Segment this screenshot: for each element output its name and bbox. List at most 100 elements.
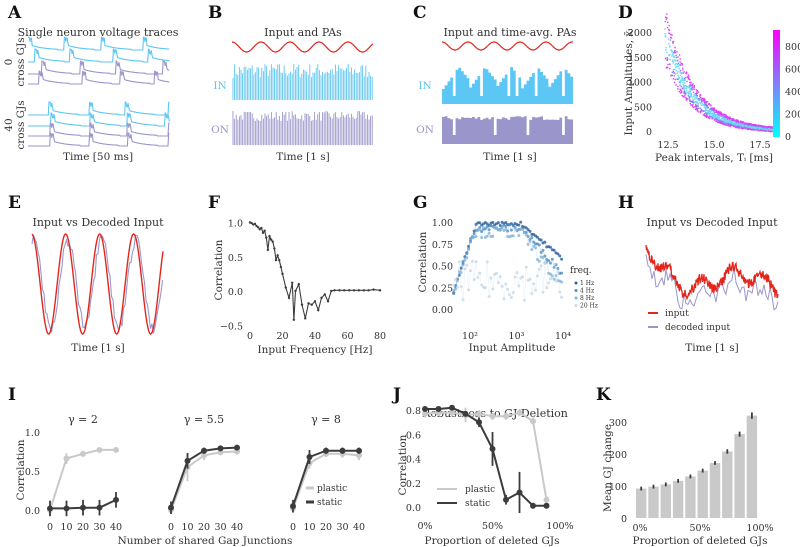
density-point xyxy=(762,126,764,129)
density-point xyxy=(711,107,714,109)
density-point xyxy=(667,63,669,66)
freq-series-point xyxy=(535,257,539,261)
j-xtick: 50% xyxy=(482,521,503,532)
density-point xyxy=(665,46,667,49)
density-point xyxy=(693,88,695,91)
density-point xyxy=(721,113,724,116)
density-point xyxy=(673,72,676,74)
density-point xyxy=(705,115,707,118)
density-point xyxy=(706,114,708,116)
density-point xyxy=(730,119,732,122)
density-point xyxy=(686,85,689,88)
density-point xyxy=(770,127,772,129)
density-point xyxy=(674,78,676,81)
k-ytick: 300 xyxy=(609,418,627,429)
density-point xyxy=(681,90,683,93)
density-point xyxy=(768,128,770,130)
density-point xyxy=(710,105,712,107)
density-point xyxy=(748,128,750,130)
freq-series-point xyxy=(515,271,519,275)
data-point xyxy=(96,504,103,511)
density-point xyxy=(672,70,675,72)
density-point xyxy=(763,126,766,129)
density-point xyxy=(769,129,771,132)
density-point xyxy=(680,72,682,74)
density-point xyxy=(705,114,707,117)
g-ytick: 0.50 xyxy=(432,262,453,273)
density-point xyxy=(677,56,679,58)
d-ytick: 0 xyxy=(646,127,652,138)
data-point xyxy=(317,308,320,312)
data-point xyxy=(310,303,313,306)
density-point xyxy=(741,123,743,126)
density-point xyxy=(739,124,742,126)
density-point xyxy=(695,89,698,91)
density-point xyxy=(688,85,690,87)
density-point xyxy=(769,128,772,131)
density-point xyxy=(750,126,752,128)
density-point xyxy=(715,120,718,122)
voltage-trace xyxy=(28,48,170,63)
panel-k-xlabel: Proportion of deleted GJs xyxy=(633,535,768,547)
i-ytick: 0.5 xyxy=(25,467,40,478)
density-point xyxy=(713,115,716,118)
density-point xyxy=(672,51,675,54)
density-point xyxy=(729,125,731,127)
freq-series-point xyxy=(550,257,554,261)
density-point xyxy=(747,127,750,129)
density-point xyxy=(695,96,698,98)
freq-series-point xyxy=(548,261,552,265)
data-point xyxy=(217,445,224,452)
data-point xyxy=(256,226,260,229)
freq-series-point xyxy=(535,274,539,278)
density-point xyxy=(733,119,735,121)
density-point xyxy=(760,129,762,131)
density-point xyxy=(696,104,698,107)
density-point xyxy=(735,124,738,126)
freq-series-point xyxy=(478,271,482,275)
legend-label-static: static xyxy=(317,498,342,508)
data-point xyxy=(462,410,469,417)
panel-k-ylabel: Mean GJ change xyxy=(602,424,614,512)
density-point xyxy=(672,41,674,43)
density-point xyxy=(688,96,690,98)
density-point xyxy=(674,63,676,66)
density-point xyxy=(690,89,692,92)
density-point xyxy=(757,129,759,132)
freq-series-point xyxy=(506,229,510,233)
data-point xyxy=(255,224,258,228)
freq-series-point xyxy=(491,287,495,291)
density-point xyxy=(702,98,705,101)
density-point xyxy=(745,127,747,129)
data-point xyxy=(330,289,333,293)
freq-series-point xyxy=(485,225,489,229)
density-point xyxy=(696,90,698,93)
density-point xyxy=(704,112,707,114)
data-point xyxy=(476,419,482,426)
freq-series-point xyxy=(524,233,528,237)
density-point xyxy=(741,127,744,129)
density-point xyxy=(683,85,685,87)
density-point xyxy=(737,125,739,128)
density-point xyxy=(674,46,676,49)
freq-series-point xyxy=(548,245,552,249)
density-point xyxy=(713,107,715,110)
j-xtick: 100% xyxy=(546,521,573,532)
density-point xyxy=(748,124,750,127)
density-point xyxy=(706,101,709,103)
density-point xyxy=(761,129,764,132)
density-point xyxy=(732,118,734,120)
i-subplot-title-1: γ = 5.5 xyxy=(184,413,224,426)
density-point xyxy=(705,109,708,112)
density-point xyxy=(680,62,682,65)
density-point xyxy=(757,128,760,130)
density-point xyxy=(713,110,715,112)
density-point xyxy=(708,117,711,120)
density-point xyxy=(770,129,773,131)
density-point xyxy=(760,126,763,128)
bar xyxy=(685,476,696,518)
d-ytick: 1000 xyxy=(628,78,652,89)
decoded-input-line xyxy=(31,234,164,334)
density-point xyxy=(690,82,692,84)
density-point xyxy=(672,68,675,71)
